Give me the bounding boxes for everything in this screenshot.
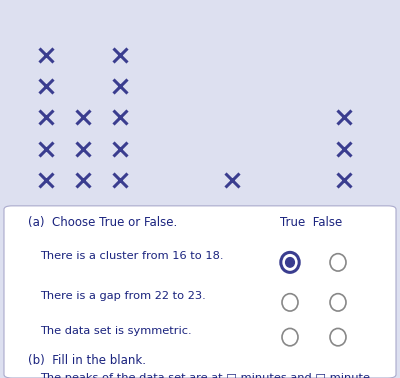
Text: True  False: True False: [280, 216, 342, 229]
FancyBboxPatch shape: [4, 206, 396, 378]
Ellipse shape: [281, 253, 299, 273]
Text: (a)  Choose True or False.: (a) Choose True or False.: [28, 216, 177, 229]
Text: There is a cluster from 16 to 18.: There is a cluster from 16 to 18.: [40, 251, 224, 261]
Ellipse shape: [330, 294, 346, 311]
Ellipse shape: [282, 328, 298, 346]
Ellipse shape: [330, 254, 346, 271]
Text: The data set is symmetric.: The data set is symmetric.: [40, 326, 192, 336]
Ellipse shape: [330, 328, 346, 346]
Text: There is a gap from 22 to 23.: There is a gap from 22 to 23.: [40, 291, 206, 301]
X-axis label: Minutes spent on the quiz: Minutes spent on the quiz: [118, 241, 290, 254]
Ellipse shape: [286, 257, 294, 267]
Ellipse shape: [282, 294, 298, 311]
Text: (b)  Fill in the blank.: (b) Fill in the blank.: [28, 354, 146, 367]
Text: The peaks of the data set are at □ minutes and □ minute: The peaks of the data set are at □ minut…: [40, 373, 370, 378]
